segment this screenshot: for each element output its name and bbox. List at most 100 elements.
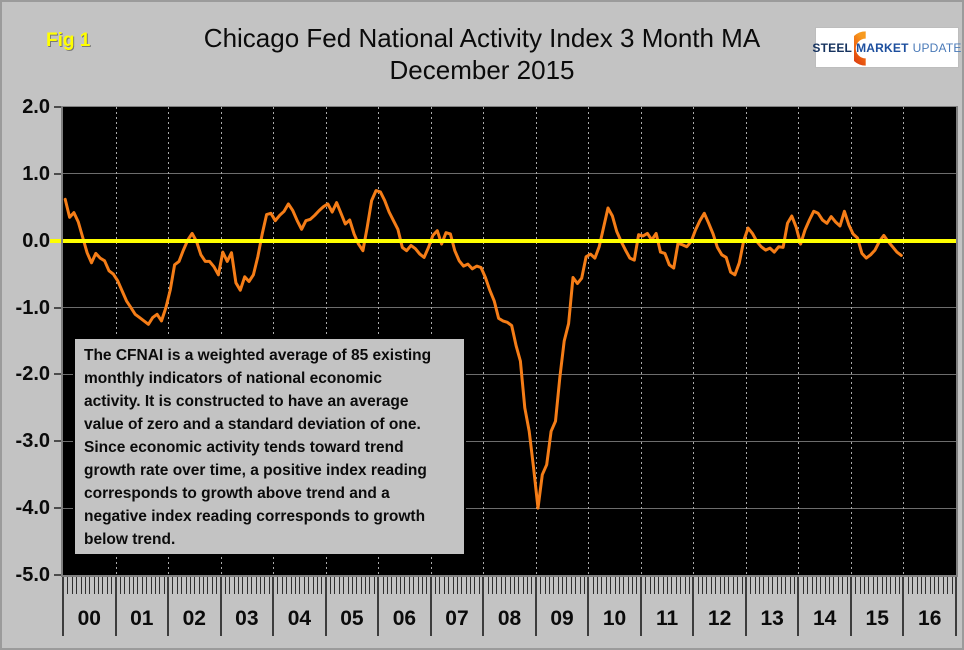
x-axis-minor-tick: [592, 577, 594, 594]
x-axis-minor-tick: [947, 577, 949, 594]
x-axis-minor-tick: [71, 577, 73, 594]
horizontal-gridline: [63, 173, 956, 175]
x-axis-minor-tick: [627, 577, 629, 594]
x-axis-minor-tick: [343, 577, 345, 594]
x-axis-minor-tick: [189, 577, 191, 594]
x-axis-minor-tick: [632, 577, 634, 594]
x-axis-minor-tick: [772, 577, 774, 594]
note-line: below trend.: [84, 531, 176, 548]
x-axis-minor-tick: [885, 577, 887, 594]
x-axis-minor-tick: [194, 577, 196, 594]
note-line: negative index reading corresponds to gr…: [84, 508, 426, 525]
x-axis-minor-tick: [93, 577, 95, 594]
x-axis-year-label: 08: [497, 607, 522, 630]
x-axis-minor-tick: [548, 577, 550, 594]
x-axis-minor-tick: [435, 577, 437, 594]
x-axis-major-tick: [744, 577, 747, 636]
x-axis-year-label: 16: [918, 607, 942, 630]
x-axis-minor-tick: [837, 577, 839, 594]
steel-market-update-logo: STEEL MARKET UPDATE: [812, 27, 961, 68]
x-axis-minor-tick: [575, 577, 577, 594]
chart-subtitle: December 2015: [389, 55, 575, 85]
x-axis-minor-tick: [767, 577, 769, 594]
x-axis-minor-tick: [697, 577, 699, 594]
x-axis-minor-tick: [365, 577, 367, 594]
x-axis-minor-tick: [500, 577, 502, 594]
x-axis-year-label: 04: [287, 607, 312, 630]
x-axis-minor-tick: [776, 577, 778, 594]
x-axis-minor-tick: [680, 577, 682, 594]
x-axis-minor-tick: [920, 577, 922, 594]
note-line: corresponds to growth above trend and a: [84, 485, 390, 502]
x-axis-minor-tick: [76, 577, 78, 594]
x-axis-major-tick: [377, 577, 380, 636]
y-axis-tick: [54, 373, 61, 376]
x-axis-minor-tick: [356, 577, 358, 594]
x-axis-minor-tick: [487, 577, 489, 594]
horizontal-gridline: [63, 307, 956, 309]
chart-title: Chicago Fed National Activity Index 3 Mo…: [203, 23, 761, 53]
vertical-gridline: [746, 107, 747, 575]
x-axis-minor-tick: [185, 577, 187, 594]
x-axis-major-tick: [114, 577, 117, 636]
x-axis-minor-tick: [518, 577, 520, 594]
x-axis-minor-tick: [723, 577, 725, 594]
x-axis-minor-tick: [570, 577, 572, 594]
y-axis-label: -4.0: [15, 497, 50, 520]
x-axis-minor-tick: [912, 577, 914, 594]
y-axis-tick: [54, 306, 61, 309]
x-axis-minor-tick: [667, 577, 669, 594]
x-axis-minor-tick: [456, 577, 458, 594]
x-axis-minor-tick: [461, 577, 463, 594]
x-axis-major-tick: [692, 577, 695, 636]
x-axis-minor-tick: [124, 577, 126, 594]
vertical-gridline: [588, 107, 589, 575]
x-axis-minor-tick: [815, 577, 817, 594]
x-axis-major-tick: [272, 577, 275, 636]
horizontal-gridline: [63, 507, 956, 509]
x-axis-minor-tick: [925, 577, 927, 594]
x-axis-minor-tick: [557, 577, 559, 594]
x-axis-minor-tick: [84, 577, 86, 594]
x-axis-minor-tick: [658, 577, 660, 594]
x-axis-minor-tick: [522, 577, 524, 594]
x-axis-minor-tick: [662, 577, 664, 594]
x-axis-minor-tick: [404, 577, 406, 594]
x-axis-minor-tick: [877, 577, 879, 594]
x-axis-minor-tick: [347, 577, 349, 594]
x-axis-minor-tick: [544, 577, 546, 594]
note-line: value of zero and a standard deviation o…: [84, 416, 421, 433]
x-axis-minor-tick: [763, 577, 765, 594]
x-axis-minor-tick: [824, 577, 826, 594]
x-axis-minor-tick: [255, 577, 257, 594]
x-axis-minor-tick: [833, 577, 835, 594]
note-line: Since economic activity tends toward tre…: [84, 439, 404, 456]
x-axis-minor-tick: [106, 577, 108, 594]
x-axis-minor-tick: [942, 577, 944, 594]
x-axis-minor-tick: [286, 577, 288, 594]
x-axis-minor-tick: [203, 577, 205, 594]
x-axis-minor-tick: [780, 577, 782, 594]
x-axis-minor-tick: [303, 577, 305, 594]
x-axis-minor-tick: [89, 577, 91, 594]
x-axis-major-tick: [429, 577, 432, 636]
horizontal-gridline: [63, 440, 956, 442]
x-axis-minor-tick: [710, 577, 712, 594]
x-axis-minor-tick: [562, 577, 564, 594]
x-axis-minor-tick: [872, 577, 874, 594]
x-axis-minor-tick: [579, 577, 581, 594]
x-axis-year-label: 09: [550, 607, 574, 630]
x-axis-minor-tick: [719, 577, 721, 594]
x-axis-minor-tick: [452, 577, 454, 594]
vertical-gridline: [483, 107, 484, 575]
x-axis-minor-tick: [671, 577, 673, 594]
x-axis-minor-tick: [474, 577, 476, 594]
x-axis-minor-tick: [207, 577, 209, 594]
x-axis-minor-tick: [894, 577, 896, 594]
y-axis-label: -1.0: [15, 296, 50, 319]
x-axis-minor-tick: [811, 577, 813, 594]
x-axis-major-tick: [955, 577, 957, 636]
x-axis-minor-tick: [154, 577, 156, 594]
x-axis-year-label: 03: [235, 607, 259, 630]
x-axis-major-tick: [482, 577, 485, 636]
